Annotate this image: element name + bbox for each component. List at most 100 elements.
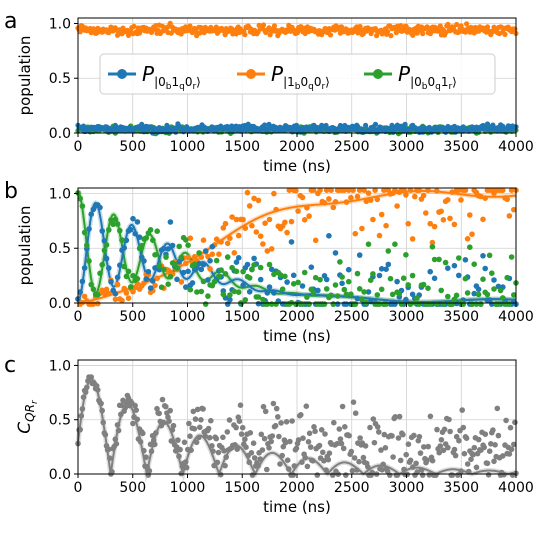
data-point	[301, 269, 308, 276]
data-point	[121, 285, 127, 292]
data-point	[183, 237, 189, 243]
data-point	[168, 438, 175, 444]
data-point	[341, 187, 348, 193]
data-point	[442, 259, 449, 266]
data-point	[193, 439, 200, 446]
data-point	[205, 425, 212, 432]
data-point	[467, 244, 473, 250]
data-point	[490, 427, 496, 433]
data-point	[238, 431, 245, 437]
data-point	[266, 216, 273, 223]
data-point	[130, 272, 136, 279]
data-point	[192, 416, 199, 422]
data-point	[191, 261, 198, 268]
data-point	[200, 278, 207, 285]
data-point	[165, 246, 171, 252]
data-point	[392, 187, 398, 193]
data-point	[125, 268, 132, 275]
data-point	[271, 190, 277, 197]
data-point	[394, 203, 400, 209]
data-point	[196, 434, 202, 441]
data-point	[511, 292, 517, 298]
data-point	[273, 405, 280, 412]
data-point	[289, 418, 295, 424]
data-point	[357, 435, 363, 441]
data-point	[378, 266, 385, 272]
data-point	[495, 283, 502, 290]
data-point	[418, 467, 425, 473]
data-point	[361, 187, 367, 193]
data-point	[496, 127, 503, 133]
data-point	[298, 412, 304, 418]
data-point	[336, 426, 343, 432]
data-point	[363, 122, 369, 128]
data-point	[95, 387, 101, 393]
data-point	[350, 399, 357, 406]
data-point	[90, 286, 97, 293]
data-point	[458, 468, 464, 475]
y-axis-label-c-subsub: r	[30, 399, 40, 404]
data-point	[293, 445, 300, 452]
data-point	[403, 192, 409, 198]
data-point	[492, 442, 498, 448]
data-point	[310, 187, 317, 193]
data-point	[414, 295, 420, 301]
data-point	[491, 277, 497, 283]
data-point	[169, 427, 176, 433]
data-point	[264, 290, 271, 296]
data-point	[166, 418, 172, 425]
data-point	[175, 437, 181, 443]
data-point	[295, 437, 302, 443]
data-point	[88, 211, 94, 217]
data-point	[101, 290, 108, 297]
data-point	[220, 225, 227, 231]
data-point	[511, 441, 517, 448]
data-point	[178, 31, 184, 37]
data-point	[183, 284, 189, 290]
data-point	[134, 416, 141, 423]
data-point	[475, 436, 482, 443]
data-point	[240, 268, 246, 275]
data-point	[378, 447, 384, 453]
data-point	[440, 217, 447, 223]
data-point	[354, 270, 361, 277]
data-point	[436, 256, 442, 263]
data-point	[323, 286, 330, 292]
data-point	[229, 264, 235, 271]
data-point	[262, 408, 269, 415]
data-point	[317, 187, 323, 193]
data-point	[420, 192, 427, 199]
data-point	[431, 223, 438, 230]
data-point	[361, 289, 367, 295]
data-point	[215, 449, 222, 456]
data-point	[152, 252, 158, 258]
data-point	[209, 443, 215, 449]
data-point	[486, 448, 493, 455]
data-point	[367, 277, 374, 284]
data-point	[506, 301, 513, 307]
data-point	[382, 445, 389, 451]
data-point	[205, 277, 211, 283]
data-point	[461, 450, 468, 457]
panel-label-b: b	[4, 179, 18, 204]
data-point	[312, 428, 318, 435]
data-point	[139, 242, 145, 249]
data-point	[260, 296, 266, 303]
data-point	[480, 276, 486, 283]
data-point	[500, 295, 506, 301]
data-point	[189, 280, 196, 286]
data-point	[178, 279, 185, 285]
panel-b: b 0 500 1000 1500 2000 2500 3000 3500 4000 0.00.…	[4, 179, 534, 345]
data-point	[482, 265, 489, 272]
data-point	[407, 187, 414, 193]
legend-entry-0b1q0r: P|0b1q0r⟩	[108, 62, 201, 92]
data-point	[200, 261, 207, 268]
data-point	[99, 261, 105, 268]
data-point	[114, 221, 121, 227]
data-point	[214, 459, 221, 466]
data-point	[213, 236, 220, 242]
svg-text:P|1b0q0r⟩: P|1b0q0r⟩	[271, 62, 330, 92]
data-point	[235, 254, 242, 261]
x-tick-label: 2000	[279, 480, 315, 496]
data-point	[376, 429, 382, 435]
